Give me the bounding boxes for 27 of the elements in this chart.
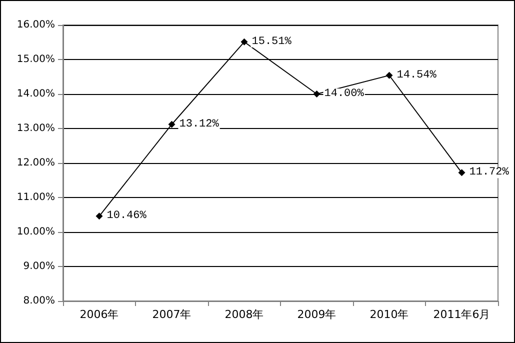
x-tick-label: 2008年 <box>224 308 264 321</box>
x-tick-label: 2011年6月 <box>433 308 490 321</box>
y-tick-label: 16.00% <box>16 20 55 30</box>
y-tick-label: 14.00% <box>16 88 55 100</box>
y-tick-label: 15.00% <box>16 54 55 65</box>
point <box>313 90 320 98</box>
y-tick-label: 9.00% <box>23 261 55 272</box>
y-tick-label: 12.00% <box>16 158 55 168</box>
data-label: 14.00% <box>324 88 364 100</box>
point <box>96 212 103 220</box>
point <box>458 169 466 176</box>
point <box>386 72 393 79</box>
y-tick-label: 11.00% <box>16 192 55 203</box>
y-tick-label: 13.00% <box>16 123 55 134</box>
data-label: 13.12% <box>179 118 220 130</box>
data-label: 10.46% <box>106 210 147 222</box>
data-label: 15.51% <box>252 36 292 48</box>
y-tick-label: 8.00% <box>23 296 55 306</box>
data-label: 14.54% <box>396 69 437 82</box>
x-tick-label: 2006年 <box>80 308 119 321</box>
x-tick-label: 2010年 <box>370 308 409 321</box>
point <box>240 38 248 46</box>
data-label: 11.72% <box>469 166 510 179</box>
y-tick-label: 10.00% <box>16 226 55 238</box>
x-tick-label: 2009年 <box>297 308 336 321</box>
point <box>168 120 176 128</box>
x-tick-label: 2007年 <box>152 308 192 321</box>
